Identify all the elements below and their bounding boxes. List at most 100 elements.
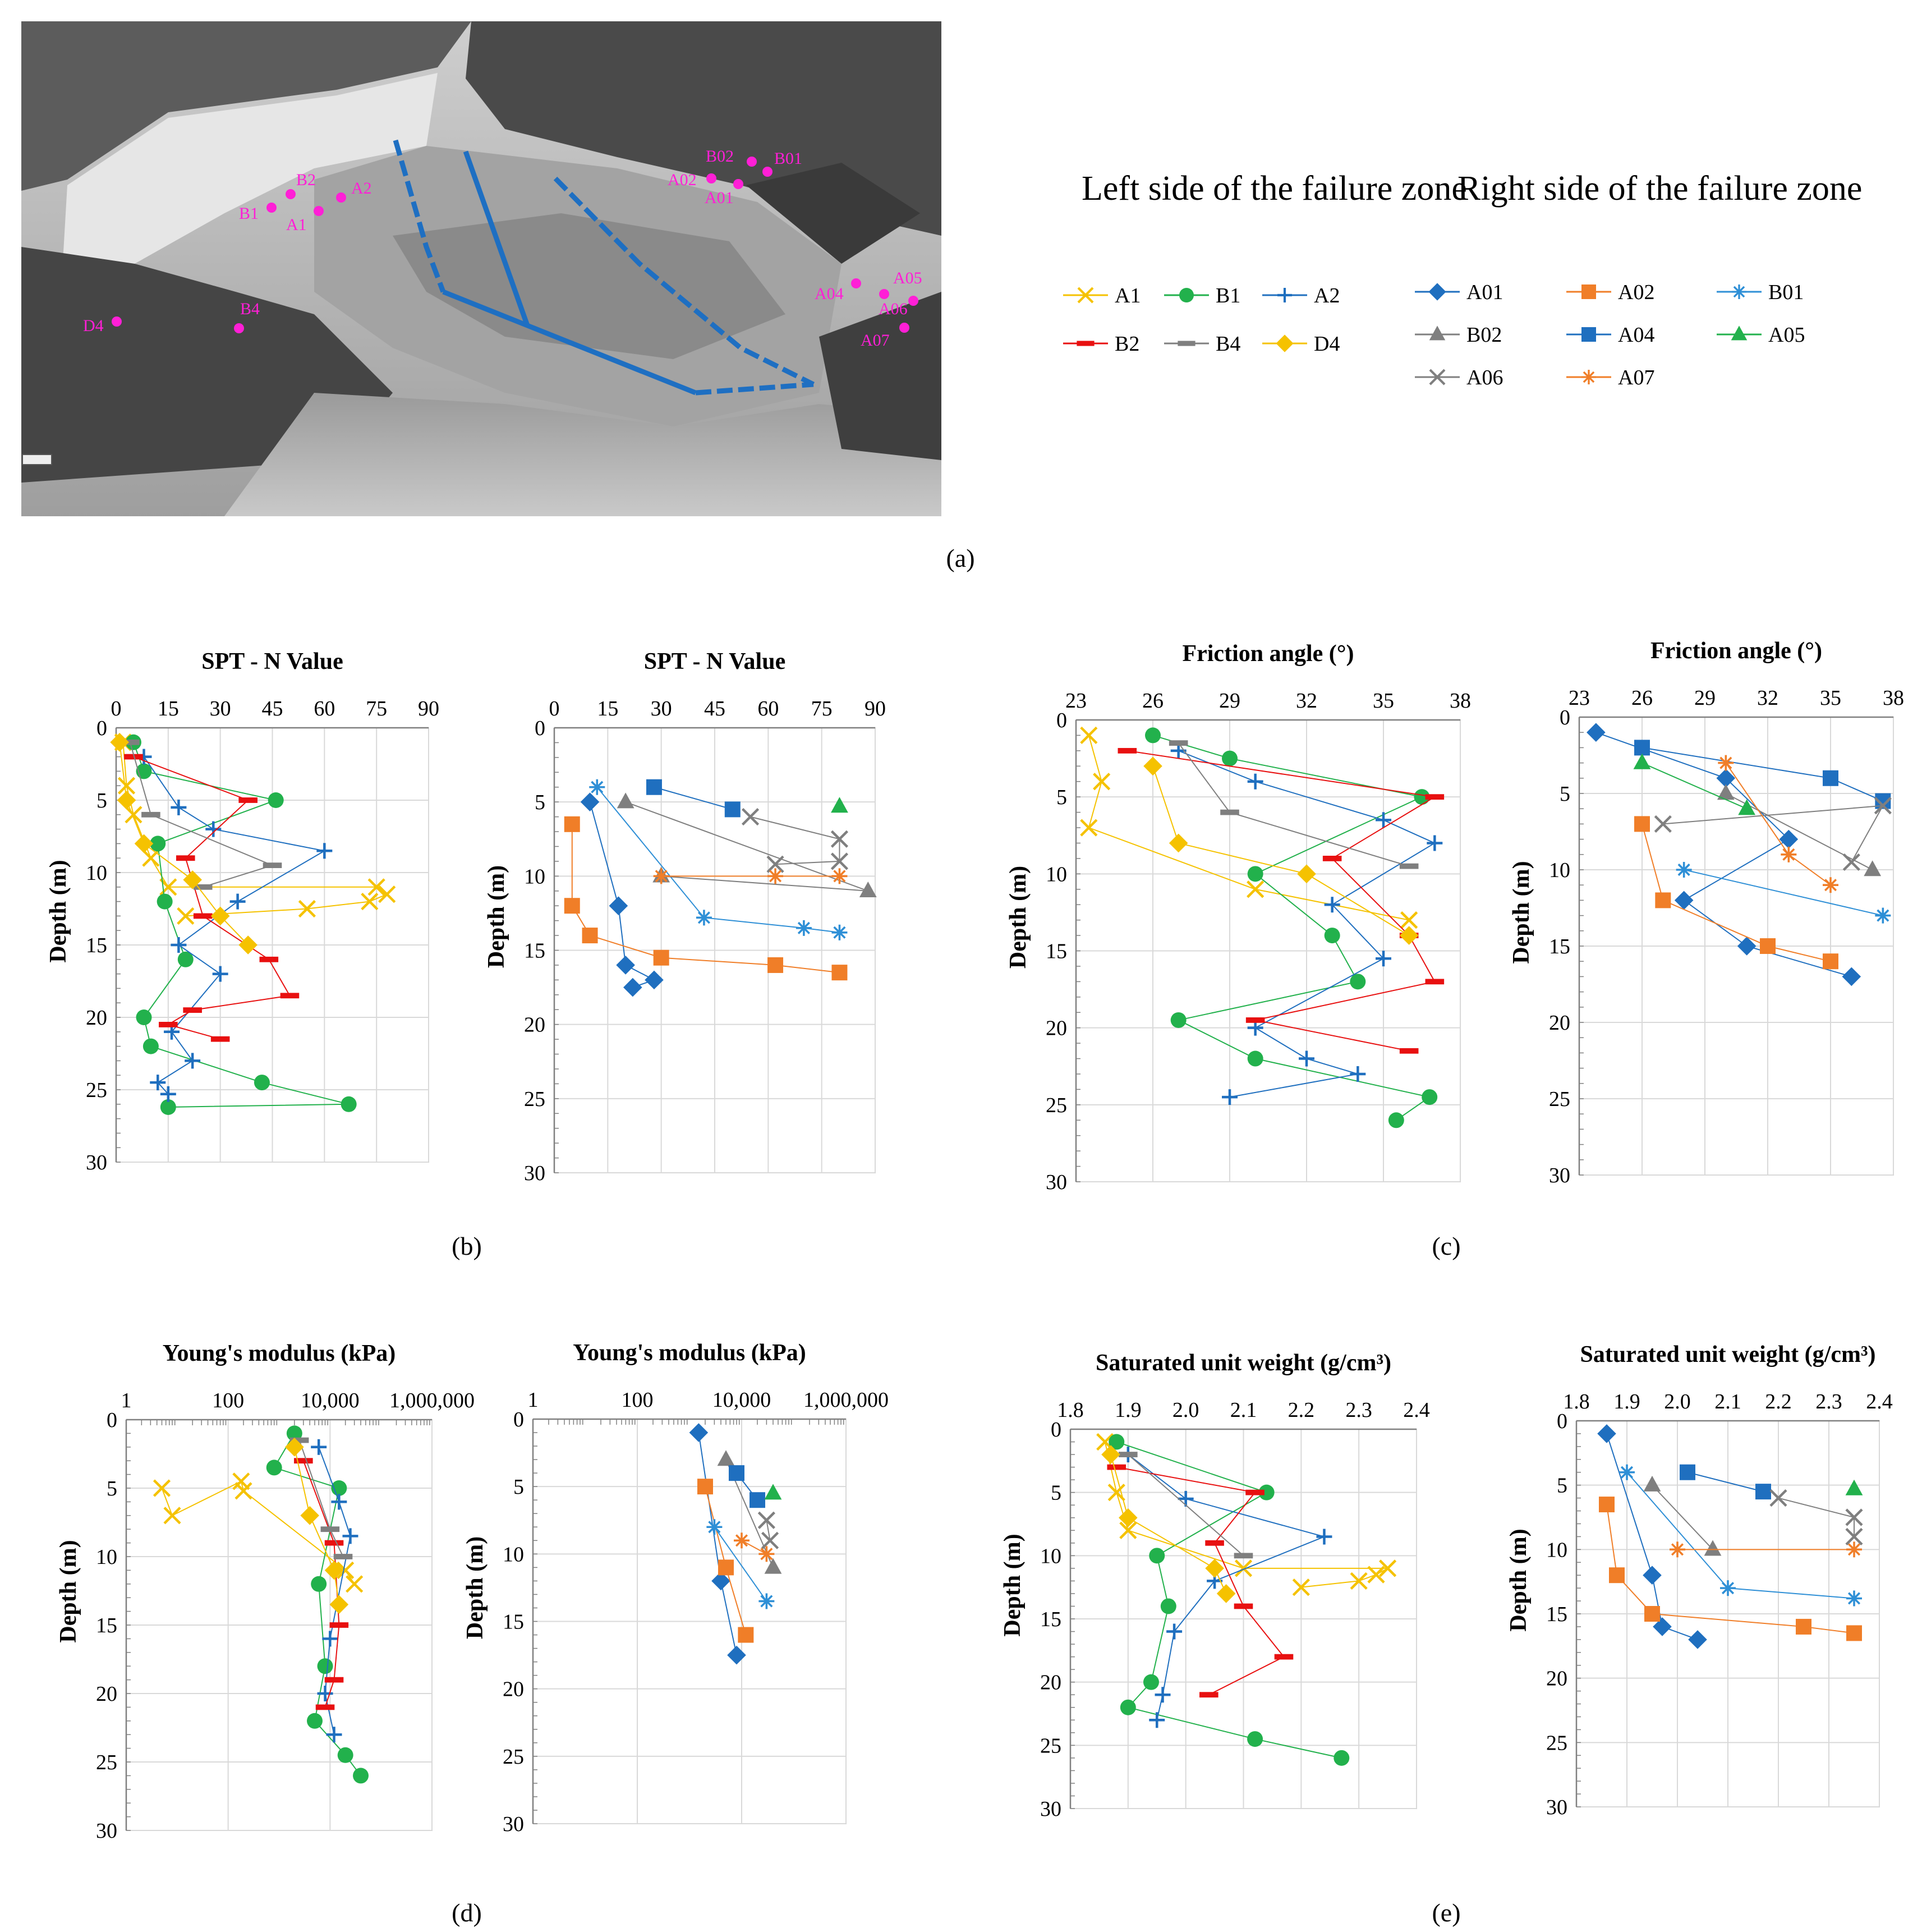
- data-point-a07-1: [767, 868, 784, 884]
- legend-label-b01: B01: [1768, 281, 1804, 304]
- series-a01: [1587, 723, 1861, 986]
- marker-a07: [899, 323, 909, 333]
- data-point-a2-5: [326, 1727, 342, 1743]
- data-point-b01-1: [1875, 907, 1891, 924]
- legend-item-a06: A06: [1415, 366, 1503, 389]
- series-b01: [706, 1519, 775, 1609]
- series-a06: [1769, 1489, 1863, 1545]
- x-tick-label: 10,000: [712, 1388, 771, 1412]
- marker-b2: [286, 189, 296, 199]
- data-point-a07-1: [1846, 1541, 1862, 1558]
- data-point-b1-4: [317, 1658, 333, 1674]
- data-point-a1-1: [117, 777, 136, 795]
- series-a01: [1597, 1424, 1707, 1649]
- data-point-b2-1: [324, 1540, 344, 1546]
- data-point-b4-0: [1119, 1452, 1138, 1457]
- data-point-d4-0: [1143, 756, 1162, 776]
- data-point-b1-6: [1170, 1012, 1187, 1028]
- data-point-b1-0: [286, 1425, 302, 1442]
- label-a2: A2: [351, 179, 372, 198]
- data-point-a2-4: [1324, 897, 1340, 913]
- data-point-a1-3: [1234, 1559, 1253, 1577]
- legend-label-a01: A01: [1466, 281, 1503, 304]
- data-point-a02-5: [831, 965, 848, 981]
- data-point-b1-2: [268, 792, 284, 808]
- series-b1: [1145, 727, 1438, 1128]
- legend-marker-a01: [1428, 283, 1446, 301]
- legend-label-b1: B1: [1216, 284, 1240, 308]
- y-tick-label: 30: [96, 1819, 117, 1843]
- label-a01: A01: [705, 189, 734, 207]
- y-tick-label: 30: [1549, 1164, 1570, 1187]
- y-tick-label: 15: [96, 1614, 117, 1637]
- data-point-b2-3: [193, 913, 213, 919]
- data-point-b1-0: [1109, 1434, 1125, 1450]
- data-point-b2-2: [329, 1622, 349, 1628]
- data-point-b1-3: [1160, 1598, 1176, 1614]
- data-point-b1-5: [1350, 974, 1366, 990]
- series-a06: [1654, 797, 1892, 871]
- data-point-b2-4: [315, 1704, 335, 1710]
- x-tick-label: 2.2: [1288, 1398, 1315, 1422]
- series-a07: [1670, 1541, 1862, 1558]
- marker-a04: [851, 278, 861, 288]
- label-d4: D4: [83, 316, 104, 335]
- data-point-a01-0: [580, 792, 600, 811]
- data-point-b01-1: [758, 1593, 775, 1609]
- series-b1: [1109, 1434, 1350, 1766]
- data-point-a02-3: [1823, 953, 1838, 970]
- data-point-a06-2: [830, 852, 849, 870]
- series-line-b01: [1626, 1472, 1855, 1599]
- data-point-b2-5: [1199, 1692, 1219, 1698]
- marker-a2: [336, 192, 346, 203]
- x-tick-label: 1: [528, 1388, 539, 1412]
- legend-item-d4: D4: [1262, 332, 1340, 356]
- y-axis-label: Depth (m): [1005, 866, 1031, 969]
- series-b4: [289, 1437, 353, 1559]
- data-point-b2-1: [1245, 1489, 1265, 1495]
- data-point-a1-1: [1107, 1484, 1125, 1502]
- series-a01: [580, 792, 664, 997]
- data-point-b2-7: [159, 1022, 178, 1027]
- series-d4: [1101, 1445, 1236, 1603]
- x-tick-label: 26: [1142, 689, 1164, 713]
- data-point-b1-6: [1247, 1731, 1263, 1747]
- data-point-a05-0: [1633, 753, 1651, 769]
- x-tick-label: 26: [1631, 686, 1653, 710]
- data-point-a1-2: [125, 806, 142, 824]
- data-point-a06-0: [1654, 815, 1672, 833]
- label-b1: B1: [239, 204, 259, 223]
- data-point-b2-2: [1322, 856, 1342, 861]
- legend-item-a04: A04: [1566, 323, 1654, 347]
- y-tick-label: 10: [503, 1543, 524, 1566]
- legend-label-a02: A02: [1618, 281, 1654, 304]
- data-point-a01-3: [1674, 891, 1694, 910]
- data-point-a01-4: [623, 978, 642, 997]
- x-tick-label: 38: [1450, 689, 1471, 713]
- legend-item-b2: B2: [1063, 332, 1139, 356]
- series-b01: [589, 779, 848, 940]
- data-point-a01-2: [727, 1645, 746, 1665]
- data-point-b2-8: [210, 1036, 230, 1042]
- borehole-labels: B2 A2 B1 A1 B02 B01 A02 A01 A04 A05 A06 …: [83, 147, 922, 350]
- series-b01: [1676, 862, 1891, 924]
- data-point-b2-4: [259, 956, 279, 962]
- data-point-a01-1: [609, 896, 628, 915]
- data-point-a04-0: [646, 779, 662, 795]
- data-point-d4-2: [1205, 1559, 1224, 1578]
- data-point-a07-0: [1718, 755, 1734, 771]
- label-a02: A02: [668, 171, 697, 189]
- x-tick-label: 30: [651, 697, 672, 721]
- label-a1: A1: [286, 215, 307, 234]
- panel-label-c: (c): [1432, 1232, 1460, 1260]
- series-a02: [697, 1479, 754, 1643]
- data-point-a02-0: [564, 816, 580, 832]
- data-point-b2-5: [280, 993, 300, 999]
- y-tick-label: 30: [1046, 1171, 1067, 1194]
- data-point-a1-5: [367, 878, 385, 896]
- data-point-b1-6: [337, 1747, 353, 1763]
- x-tick-label: 90: [418, 697, 439, 721]
- data-point-a2-7: [1299, 1050, 1314, 1067]
- series-line-b01: [714, 1526, 767, 1602]
- data-point-a1-6: [1350, 1572, 1368, 1590]
